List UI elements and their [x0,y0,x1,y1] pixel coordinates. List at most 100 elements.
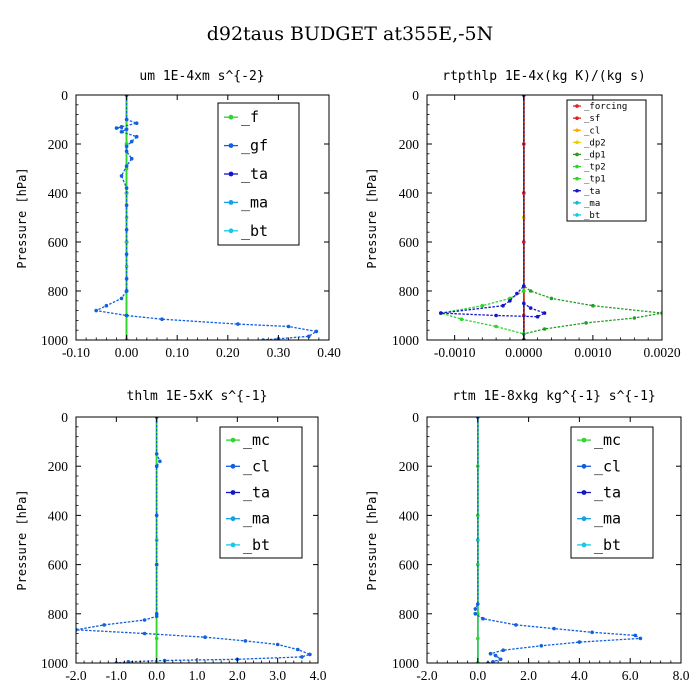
data-point-um-gf-27 [314,329,319,334]
plot-area-rtpthlp: -0.0010 0.0000 0.0010 0.0020 0 200 400 600 800 10… [392,88,681,360]
legend-thlm: _mc _cl _ta _ma _bt [219,426,303,559]
data-point-um-gf-15 [124,203,129,208]
legend-um: _f _gf _ta _ma _bt [217,102,300,246]
y-tick-label-thlm-0: 0 [61,410,68,425]
data-point-thlm-cl-6 [154,612,159,616]
axes-frame-rtpthlp [426,94,663,341]
data-point-thlm-cl-12 [203,635,207,639]
data-point-rtpthlp-ta-1 [522,284,526,288]
data-point-um-gf-17 [124,252,129,257]
data-point-rtpthlp-tp2-3 [480,303,485,308]
panel-thlm: thlm 1E-5xK s^{-1} Pressure [hPa] -2.0 -1… [15,389,327,683]
data-point-rtm-mc-5 [476,636,480,641]
x-tick-label-rtm-5: 8.0 [673,668,690,683]
data-point-thlm-cl-3 [154,464,159,469]
legend-marker-rtm-ma [581,516,587,522]
legend-marker-thlm-bt [230,542,236,548]
data-point-um-gf-26 [286,324,291,329]
data-point-rtm-cl-2 [473,607,478,611]
data-point-rtpthlp-tp2-1 [522,289,526,293]
data-point-rtm-cl-10 [577,640,582,644]
legend-label-rtpthlp-ta: _ta [584,187,600,197]
data-point-rtm-cl-3 [473,612,478,616]
legend-marker-um-ma [228,200,234,205]
y-tick-label-um-0: 0 [61,88,68,103]
x-tick-label-um-2: 0.10 [165,345,189,360]
series-group-thlm [76,417,312,663]
data-point-rtpthlp-ta-7 [535,314,540,319]
y-tick-label-rtm-1: 200 [399,459,420,474]
data-point-thlm-mc-5 [154,636,159,641]
axes-frame-um [75,94,330,341]
y-tick-label-um-2: 400 [48,186,69,201]
data-point-um-gf-25 [236,322,240,326]
y-tick-label-rtpthlp-2: 400 [399,186,420,201]
legend-marker-rtm-cl [581,463,587,469]
series-group-rtm [473,417,643,663]
legend-label-thlm-bt: _bt [243,536,270,554]
x-tick-label-rtpthlp-2: 0.0010 [574,345,611,360]
data-point-thlm-cl-4 [154,513,159,518]
y-tick-label-um-5: 1000 [41,333,68,348]
data-point-um-gf-3 [119,125,124,129]
legend-marker-rtpthlp-ma [575,201,579,205]
y-tick-label-thlm-5: 1000 [41,656,68,671]
legend-marker-rtpthlp-bt [575,213,579,217]
legend-label-rtpthlp-sf: _sf [584,114,600,124]
x-tick-label-thlm-6: 4.0 [310,668,327,683]
legend-label-rtpthlp-forcing: _forcing [584,102,627,112]
panel-um: um 1E-4xm s^{-2} Pressure [hPa] -0.10 0.0… [15,69,341,360]
data-point-um-gf-19 [124,289,129,293]
legend-marker-rtpthlp-sf [575,116,579,120]
series-line-rtpthlp-dp1 [523,95,662,340]
legend-label-rtpthlp-ma: _ma [584,199,600,209]
legend-label-um-bt: _bt [241,222,268,240]
data-point-thlm-cl-16 [308,652,312,657]
legend-label-rtpthlp-dp1: _dp1 [584,150,606,160]
data-point-rtm-cl-16 [491,660,495,663]
x-tick-label-rtm-0: -2.0 [416,668,438,683]
data-point-thlm-cl-20 [126,660,131,663]
data-point-rtpthlp-dp1-8 [542,327,547,331]
legend-label-rtm-bt: _bt [594,536,621,554]
x-tick-label-thlm-4: 2.0 [229,668,246,683]
figure-title: d92taus BUDGET at355E,-5N [207,23,494,45]
data-point-rtpthlp-ta-5 [439,311,443,315]
data-point-um-gf-9 [124,144,129,149]
legend-label-um-gf: _gf [241,137,268,155]
data-point-um-gf-8 [129,139,134,144]
data-point-um-gf-16 [124,228,129,232]
y-tick-label-rtm-2: 400 [399,508,420,523]
x-tick-label-thlm-2: 0.0 [148,668,165,683]
x-tick-label-rtm-2: 2.0 [520,668,537,683]
axes-frame-rtm [426,416,682,664]
series-line-thlm-cl [76,417,312,663]
data-point-um-gf-21 [104,303,109,308]
y-tick-label-thlm-1: 200 [48,459,69,474]
data-point-um-f-6 [124,240,129,244]
legend-label-um-ma: _ma [241,193,268,211]
legend-marker-um-ta [228,171,234,177]
legend-marker-rtm-mc [581,437,587,443]
data-point-rtpthlp-sf-3 [522,240,526,244]
y-tick-label-um-1: 200 [48,137,69,152]
panel-title-thlm: thlm 1E-5xK s^{-1} [127,389,268,404]
x-tick-label-um-4: 0.30 [267,345,291,360]
legend-marker-um-bt [228,228,234,234]
x-tick-label-um-3: 0.20 [216,345,240,360]
data-point-rtpthlp-ta-10 [522,301,526,306]
legend-label-rtpthlp-cl: _cl [584,126,600,136]
legend-marker-rtm-bt [581,542,587,548]
legend-label-rtpthlp-bt: _bt [584,211,600,221]
legend-marker-rtpthlp-dp2 [575,140,579,145]
legend-marker-thlm-cl [230,463,236,469]
data-point-rtpthlp-dp1-3 [549,296,554,301]
legend-marker-rtpthlp-dp1 [575,152,579,157]
legend-label-rtpthlp-tp1: _tp1 [584,175,606,185]
y-tick-label-rtpthlp-0: 0 [412,88,419,103]
y-tick-label-rtm-5: 1000 [392,656,419,671]
data-point-um-gf-2 [134,121,139,125]
y-tick-label-rtpthlp-1: 200 [399,137,420,152]
data-point-um-gf-12 [124,164,129,168]
